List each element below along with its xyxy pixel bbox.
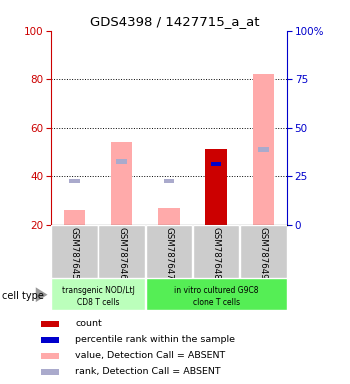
Bar: [258, 147, 269, 152]
Text: cell type: cell type: [2, 291, 44, 301]
Bar: [51, 225, 98, 278]
Bar: [69, 179, 80, 183]
Text: GSM787649: GSM787649: [259, 227, 268, 280]
Text: GSM787648: GSM787648: [212, 227, 220, 280]
Text: GSM787647: GSM787647: [164, 227, 173, 280]
Text: GSM787646: GSM787646: [117, 227, 126, 280]
Polygon shape: [36, 287, 48, 302]
Bar: [205, 149, 227, 225]
Text: count: count: [75, 319, 102, 328]
Bar: [211, 162, 222, 166]
Text: CD8 T cells: CD8 T cells: [77, 298, 119, 307]
Text: GSM787645: GSM787645: [70, 227, 79, 280]
Bar: [146, 278, 287, 310]
Bar: [41, 321, 59, 327]
Bar: [41, 337, 59, 343]
Bar: [98, 225, 145, 278]
Bar: [163, 179, 174, 183]
Bar: [41, 369, 59, 375]
Bar: [116, 159, 127, 164]
Bar: [51, 278, 145, 310]
Text: GDS4398 / 1427715_a_at: GDS4398 / 1427715_a_at: [90, 15, 260, 28]
Bar: [64, 210, 85, 225]
Bar: [111, 142, 132, 225]
Text: in vitro cultured G9C8: in vitro cultured G9C8: [174, 286, 258, 295]
Bar: [240, 225, 287, 278]
Bar: [146, 225, 192, 278]
Text: percentile rank within the sample: percentile rank within the sample: [75, 335, 235, 344]
Bar: [41, 353, 59, 359]
Text: value, Detection Call = ABSENT: value, Detection Call = ABSENT: [75, 351, 225, 360]
Bar: [193, 225, 239, 278]
Bar: [158, 208, 180, 225]
Text: transgenic NOD/LtJ: transgenic NOD/LtJ: [62, 286, 134, 295]
Bar: [253, 74, 274, 225]
Text: rank, Detection Call = ABSENT: rank, Detection Call = ABSENT: [75, 367, 221, 376]
Text: clone T cells: clone T cells: [193, 298, 240, 307]
